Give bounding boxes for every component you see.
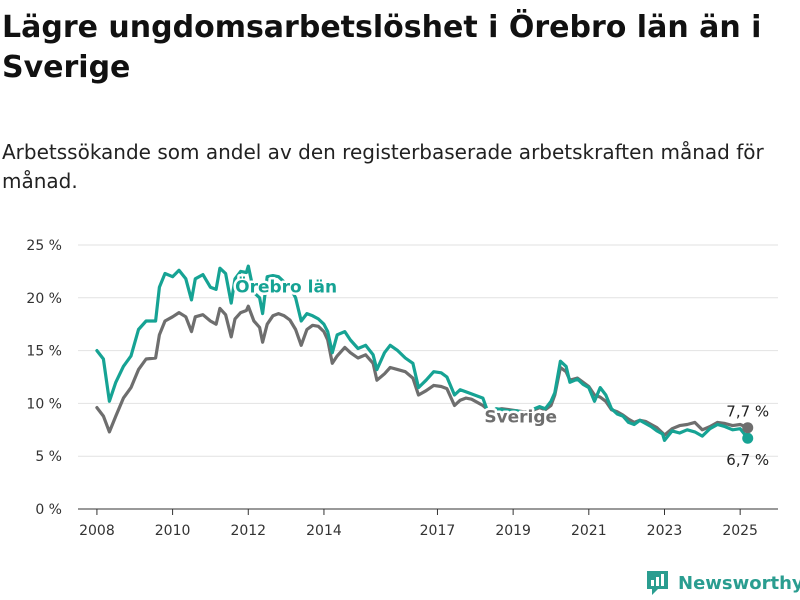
chart-subtitle: Arbetssökande som andel av den registerb… xyxy=(2,140,764,193)
x-tick-label: 2025 xyxy=(722,523,758,539)
y-tick-label: 20 % xyxy=(26,291,62,307)
end-point-orebro xyxy=(742,432,754,444)
chart-title: Lägre ungdomsarbetslöshet i Örebro län ä… xyxy=(2,10,762,85)
y-tick-label: 5 % xyxy=(35,449,62,465)
newsworthy-logo-icon xyxy=(647,571,668,595)
y-tick-label: 0 % xyxy=(35,502,62,518)
x-tick-label: 2012 xyxy=(230,523,266,539)
brand-name: Newsworthy xyxy=(678,572,800,594)
series-label-orebro: Örebro län xyxy=(235,276,337,298)
series-label-sverige: Sverige xyxy=(484,407,557,427)
x-tick-label: 2019 xyxy=(495,523,531,539)
x-tick-label: 2014 xyxy=(306,523,342,539)
series-line-sverige xyxy=(95,304,750,437)
y-tick-label: 15 % xyxy=(26,344,62,360)
end-point-sverige xyxy=(742,422,754,434)
series-line-orebro xyxy=(95,264,750,442)
end-label-sverige: 7,7 % xyxy=(726,403,769,421)
y-tick-label: 10 % xyxy=(26,396,62,412)
end-label-orebro: 6,7 % xyxy=(726,451,769,469)
line-chart: 0 % 5 % 10 % 15 % 20 % 25 % 2008 2010 2012 2014 20… xyxy=(26,238,778,539)
x-tick-label: 2023 xyxy=(647,523,683,539)
x-tick-label: 2010 xyxy=(155,523,191,539)
brand-logo: Newsworthy xyxy=(645,567,800,599)
x-tick-label: 2008 xyxy=(79,523,115,539)
y-tick-label: 25 % xyxy=(26,238,62,254)
x-tick-label: 2017 xyxy=(420,523,456,539)
x-tick-label: 2021 xyxy=(571,523,607,539)
